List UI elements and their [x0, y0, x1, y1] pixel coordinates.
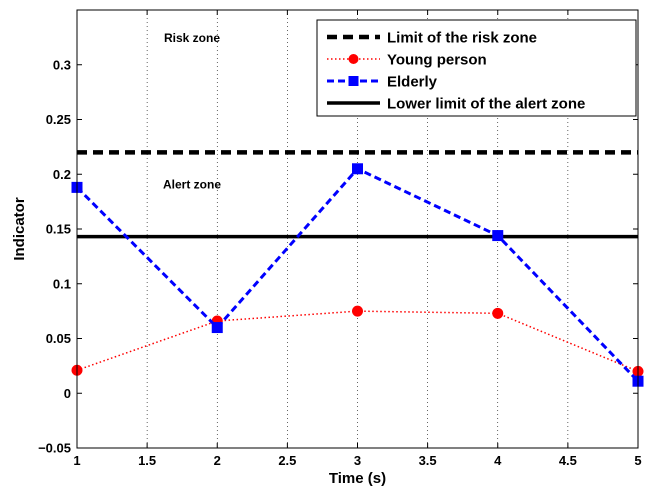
data-point-elderly: [211, 322, 223, 334]
series-layer: [71, 150, 644, 387]
legend-label: Young person: [387, 52, 487, 69]
legend: Limit of the risk zone Young person Elderl…: [316, 19, 637, 117]
legend-label: Limit of the risk zone: [387, 30, 537, 47]
annotation-label: Risk zone: [164, 31, 220, 45]
y-tick-label: −0.05: [38, 441, 71, 456]
tick-layer: 1 1.5 2 2.5 3 3.5 4 4.5 5 −0.05 0 0.05 0.1 0.15 0.2 0.2…: [38, 10, 642, 468]
legend-label: Elderly: [387, 74, 438, 91]
y-tick-label: 0.1: [53, 276, 71, 291]
x-tick-label: 3: [354, 453, 361, 468]
legend-swatch-marker: [348, 54, 359, 64]
data-point-young-person: [352, 305, 363, 317]
x-tick-label: 1: [73, 453, 80, 468]
y-tick-label: 0.2: [53, 167, 71, 182]
y-tick-label: 0.25: [46, 112, 71, 127]
data-point-elderly: [492, 230, 504, 242]
x-tick-label: 2: [214, 453, 221, 468]
x-axis-label: Time (s): [329, 470, 386, 487]
x-tick-label: 1.5: [138, 453, 156, 468]
data-point-elderly: [352, 163, 363, 175]
annotation-label: Alert zone: [163, 177, 221, 191]
x-tick-label: 3.5: [419, 453, 437, 468]
y-axis-label: Indicator: [11, 197, 28, 261]
y-tick-label: 0: [64, 386, 71, 401]
x-tick-label: 2.5: [278, 453, 296, 468]
y-tick-label: 0.3: [53, 57, 71, 72]
x-tick-label: 4.5: [559, 453, 577, 468]
annotation-layer: Risk zone Alert zone: [163, 31, 221, 192]
legend-swatch-marker: [348, 76, 359, 86]
legend-box: [316, 19, 637, 117]
y-tick-label: 0.15: [46, 222, 71, 237]
y-tick-label: 0.05: [46, 331, 71, 346]
legend-label: Lower limit of the alert zone: [387, 96, 585, 113]
x-tick-label: 5: [634, 453, 641, 468]
data-point-young-person: [492, 307, 504, 319]
x-tick-label: 4: [494, 453, 502, 468]
